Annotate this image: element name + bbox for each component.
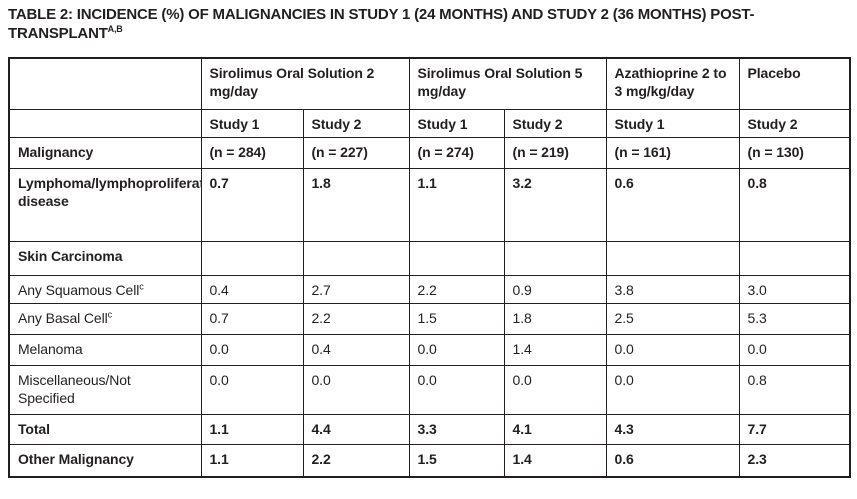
value-cell: 2.7 xyxy=(302,275,410,304)
value-cell: 0.0 xyxy=(200,334,304,366)
value-cell: 0.6 xyxy=(605,168,740,242)
value-cell: 4.1 xyxy=(503,414,607,445)
value-cell: 0.0 xyxy=(408,334,505,366)
column-group-header-row: Sirolimus Oral Solution 2 mg/day Sirolim… xyxy=(8,57,851,110)
value-cell: 1.1 xyxy=(200,444,304,477)
value-cell: 3.0 xyxy=(738,275,851,304)
table-title-text: TABLE 2: INCIDENCE (%) OF MALIGNANCIES I… xyxy=(8,6,755,42)
row-label: Skin Carcinoma xyxy=(8,241,202,276)
value-cell: 3.8 xyxy=(605,275,740,304)
malignancy-incidence-table: Sirolimus Oral Solution 2 mg/day Sirolim… xyxy=(8,56,852,478)
value-cell: 1.5 xyxy=(408,303,505,335)
row-label-superscript: c xyxy=(107,309,113,320)
value-cell: 1.4 xyxy=(503,334,607,366)
study-header: Study 2 xyxy=(503,109,607,138)
table-row-skin-carcinoma: Skin Carcinoma xyxy=(8,241,851,276)
table-row-melanoma: Melanoma 0.0 0.4 0.0 1.4 0.0 0.0 xyxy=(8,334,851,366)
value-cell: 0.7 xyxy=(200,303,304,335)
value-cell: 1.1 xyxy=(408,168,505,242)
table-row-basal-cell: Any Basal Cellc 0.7 2.2 1.5 1.8 2.5 5.3 xyxy=(8,303,851,335)
column-group-sirolimus-2mg: Sirolimus Oral Solution 2 mg/day xyxy=(200,57,410,110)
value-cell: 3.2 xyxy=(503,168,607,242)
study-header: Study 1 xyxy=(605,109,740,138)
row-label: Total xyxy=(8,414,202,445)
value-cell: 0.4 xyxy=(302,334,410,366)
value-cell: 1.5 xyxy=(408,444,505,477)
corner-empty-cell xyxy=(8,109,202,138)
value-cell xyxy=(738,241,851,276)
row-label-text: Any Squamous Cell xyxy=(18,282,140,298)
study-header: Study 1 xyxy=(200,109,304,138)
n-cell: (n = 219) xyxy=(503,137,607,169)
n-cell: (n = 227) xyxy=(302,137,410,169)
n-cell: (n = 161) xyxy=(605,137,740,169)
value-cell: 4.3 xyxy=(605,414,740,445)
value-cell: 0.7 xyxy=(200,168,304,242)
value-cell xyxy=(408,241,505,276)
value-cell xyxy=(200,241,304,276)
study-header: Study 1 xyxy=(408,109,505,138)
value-cell: 2.3 xyxy=(738,444,851,477)
column-group-sirolimus-5mg: Sirolimus Oral Solution 5 mg/day xyxy=(408,57,607,110)
value-cell: 0.0 xyxy=(408,365,505,415)
value-cell: 4.4 xyxy=(302,414,410,445)
value-cell: 0.0 xyxy=(200,365,304,415)
study-header: Study 2 xyxy=(738,109,851,138)
value-cell: 0.8 xyxy=(738,168,851,242)
value-cell: 2.2 xyxy=(408,275,505,304)
table-row-other-malignancy: Other Malignancy 1.1 2.2 1.5 1.4 0.6 2.3 xyxy=(8,444,851,477)
value-cell: 2.2 xyxy=(302,444,410,477)
row-label: Other Malignancy xyxy=(8,444,202,477)
value-cell: 7.7 xyxy=(738,414,851,445)
table-row-total: Total 1.1 4.4 3.3 4.1 4.3 7.7 xyxy=(8,414,851,445)
value-cell xyxy=(302,241,410,276)
column-group-azathioprine: Azathioprine 2 to 3 mg/kg/day xyxy=(605,57,740,110)
row-label: Any Squamous Cellc xyxy=(8,275,202,304)
value-cell: 1.1 xyxy=(200,414,304,445)
value-cell xyxy=(503,241,607,276)
table-row-miscellaneous: Miscellaneous/Not Specified 0.0 0.0 0.0 … xyxy=(8,365,851,415)
row-label-malignancy: Malignancy xyxy=(8,137,202,169)
row-label: Lymphoma/lymphoproliferative disease xyxy=(8,168,202,242)
value-cell: 5.3 xyxy=(738,303,851,335)
table-row-lymphoma: Lymphoma/lymphoproliferative disease 0.7… xyxy=(8,168,851,242)
sample-size-row: Malignancy (n = 284) (n = 227) (n = 274)… xyxy=(8,137,851,169)
n-cell: (n = 130) xyxy=(738,137,851,169)
value-cell: 0.0 xyxy=(738,334,851,366)
value-cell: 2.2 xyxy=(302,303,410,335)
value-cell: 0.0 xyxy=(605,334,740,366)
row-label-superscript: c xyxy=(139,281,144,292)
corner-empty-cell xyxy=(8,57,202,110)
value-cell xyxy=(605,241,740,276)
value-cell: 1.8 xyxy=(302,168,410,242)
row-label: Melanoma xyxy=(8,334,202,366)
n-cell: (n = 284) xyxy=(200,137,304,169)
row-label-text: Any Basal Cell xyxy=(18,310,108,326)
column-group-placebo: Placebo xyxy=(738,57,851,110)
value-cell: 0.9 xyxy=(503,275,607,304)
value-cell: 1.8 xyxy=(503,303,607,335)
value-cell: 0.0 xyxy=(302,365,410,415)
value-cell: 0.6 xyxy=(605,444,740,477)
value-cell: 2.5 xyxy=(605,303,740,335)
value-cell: 0.8 xyxy=(738,365,851,415)
table-row-squamous-cell: Any Squamous Cellc 0.4 2.7 2.2 0.9 3.8 3… xyxy=(8,275,851,304)
value-cell: 0.4 xyxy=(200,275,304,304)
value-cell: 0.0 xyxy=(503,365,607,415)
study-header: Study 2 xyxy=(302,109,410,138)
study-header-row: Study 1 Study 2 Study 1 Study 2 Study 1 … xyxy=(8,109,851,138)
value-cell: 1.4 xyxy=(503,444,607,477)
value-cell: 3.3 xyxy=(408,414,505,445)
row-label: Miscellaneous/Not Specified xyxy=(8,365,202,415)
table-title-superscript: a,b xyxy=(107,23,123,34)
table-title: TABLE 2: INCIDENCE (%) OF MALIGNANCIES I… xyxy=(8,6,851,44)
value-cell: 0.0 xyxy=(605,365,740,415)
n-cell: (n = 274) xyxy=(408,137,505,169)
row-label: Any Basal Cellc xyxy=(8,303,202,335)
